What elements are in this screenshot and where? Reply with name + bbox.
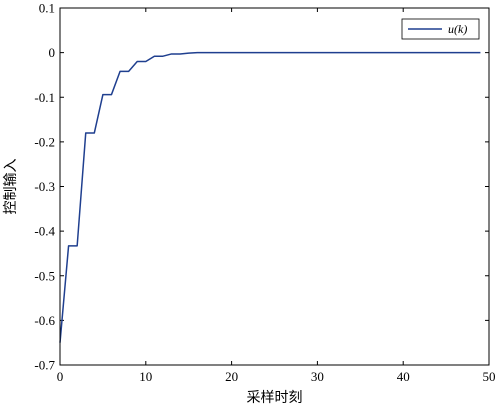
- y-tick-label: -0.2: [34, 134, 55, 149]
- y-tick-label: 0: [49, 45, 56, 60]
- x-tick-label: 0: [57, 369, 64, 384]
- x-tick-label: 30: [311, 369, 324, 384]
- y-tick-label: -0.7: [34, 358, 55, 373]
- x-tick-label: 50: [483, 369, 496, 384]
- y-tick-label: -0.1: [34, 90, 55, 105]
- legend: u(k): [401, 18, 480, 40]
- plot-frame: [59, 7, 490, 366]
- ticks-layer: 0 10 20 30 40 50 0.1 0 -0.1 -0.2 -0.3 -0.4 -0.5 -0.6 -…: [34, 1, 495, 385]
- x-tick-label: 40: [397, 369, 410, 384]
- y-tick-label: 0.1: [39, 1, 55, 16]
- legend-label: u(k): [448, 22, 467, 36]
- x-axis-title: 采样时刻: [247, 390, 303, 406]
- line-layer: [59, 51, 481, 343]
- x-tick-label: 20: [225, 369, 238, 384]
- y-tick-label: -0.5: [34, 268, 55, 283]
- y-axis-title: 控制输入: [3, 159, 19, 215]
- y-tick-label: -0.4: [34, 224, 55, 239]
- y-tick-label: -0.6: [34, 313, 55, 328]
- y-tick-label: -0.3: [34, 179, 55, 194]
- series-line-u: [59, 51, 481, 343]
- x-tick-label: 10: [139, 369, 152, 384]
